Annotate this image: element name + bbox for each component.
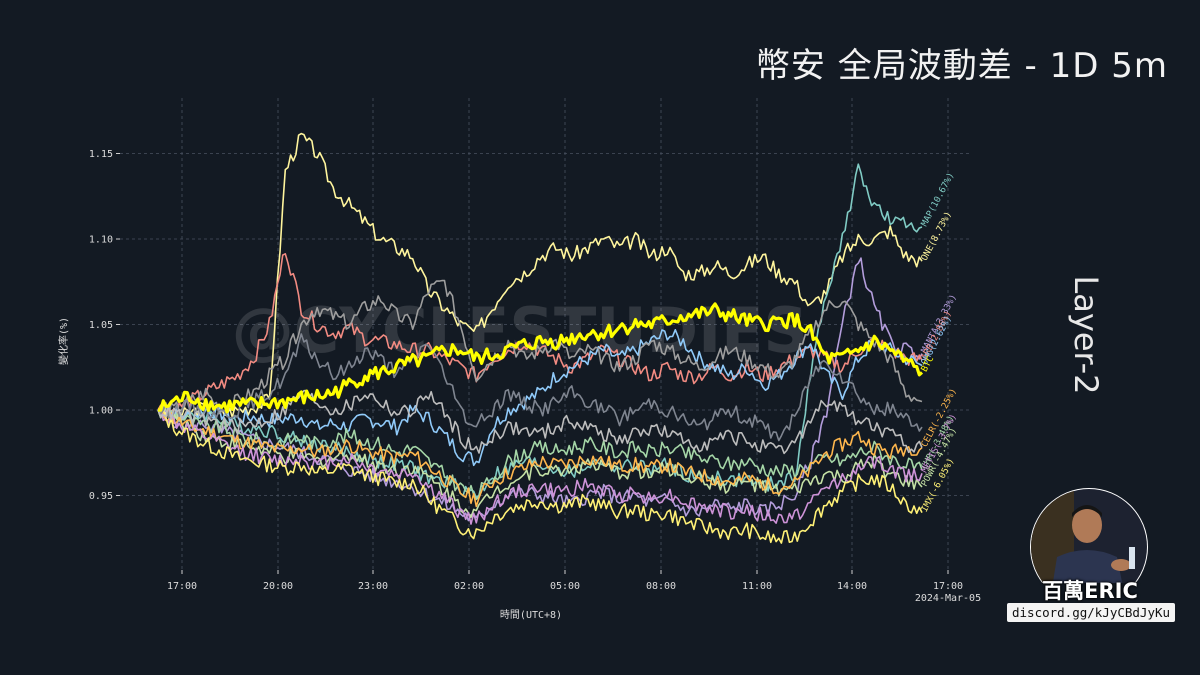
x-tick-label: 23:00 — [358, 581, 388, 592]
page-title: 幣安 全局波動差 - 1D 5m — [755, 46, 1168, 86]
series-line — [157, 302, 924, 414]
series-lines — [157, 132, 924, 544]
x-tick-label: 17:00 — [167, 581, 197, 592]
series-line — [157, 279, 923, 418]
x-tick-label: 05:00 — [550, 581, 580, 592]
axis-ticks: 17:00 20:00 23:00 02:00 05:00 08:00 11:00 14:00… — [89, 149, 981, 604]
y-tick-label: 1.05 — [89, 320, 113, 331]
series-line — [157, 132, 923, 421]
category-label: Layer-2 — [1067, 275, 1105, 395]
y-axis-label: 變化率(%) — [57, 317, 70, 365]
series-line — [157, 408, 923, 544]
series-labels: ONE(8.73%)MAP(10.67%)MANTA(3.33%)ARB(2.8… — [920, 171, 959, 514]
series-line — [157, 257, 923, 522]
series-line — [157, 404, 923, 508]
x-tick-label: 02:00 — [454, 581, 484, 592]
y-tick-label: 0.95 — [89, 491, 113, 502]
x-tick-label: 17:00 — [933, 581, 963, 592]
series-line — [157, 333, 923, 442]
y-tick-label: 1.10 — [89, 235, 113, 246]
series-line — [157, 329, 923, 467]
series-line — [157, 406, 923, 519]
x-tick-label: 14:00 — [837, 581, 867, 592]
y-tick-label: 1.00 — [89, 406, 113, 417]
discord-link[interactable]: discord.gg/kJyCBdJyKu — [1007, 603, 1176, 622]
x-tick-label: 08:00 — [646, 581, 676, 592]
x-date-label: 2024-Mar-05 — [915, 593, 981, 604]
x-tick-label: 20:00 — [263, 581, 293, 592]
x-axis-label: 時間(UTC+8) — [500, 609, 562, 621]
series-line — [157, 389, 923, 455]
y-tick-label: 1.15 — [89, 149, 113, 160]
brand-name: 百萬ERIC — [1042, 579, 1138, 603]
x-tick-label: 11:00 — [742, 581, 772, 592]
avatar — [1030, 488, 1148, 583]
